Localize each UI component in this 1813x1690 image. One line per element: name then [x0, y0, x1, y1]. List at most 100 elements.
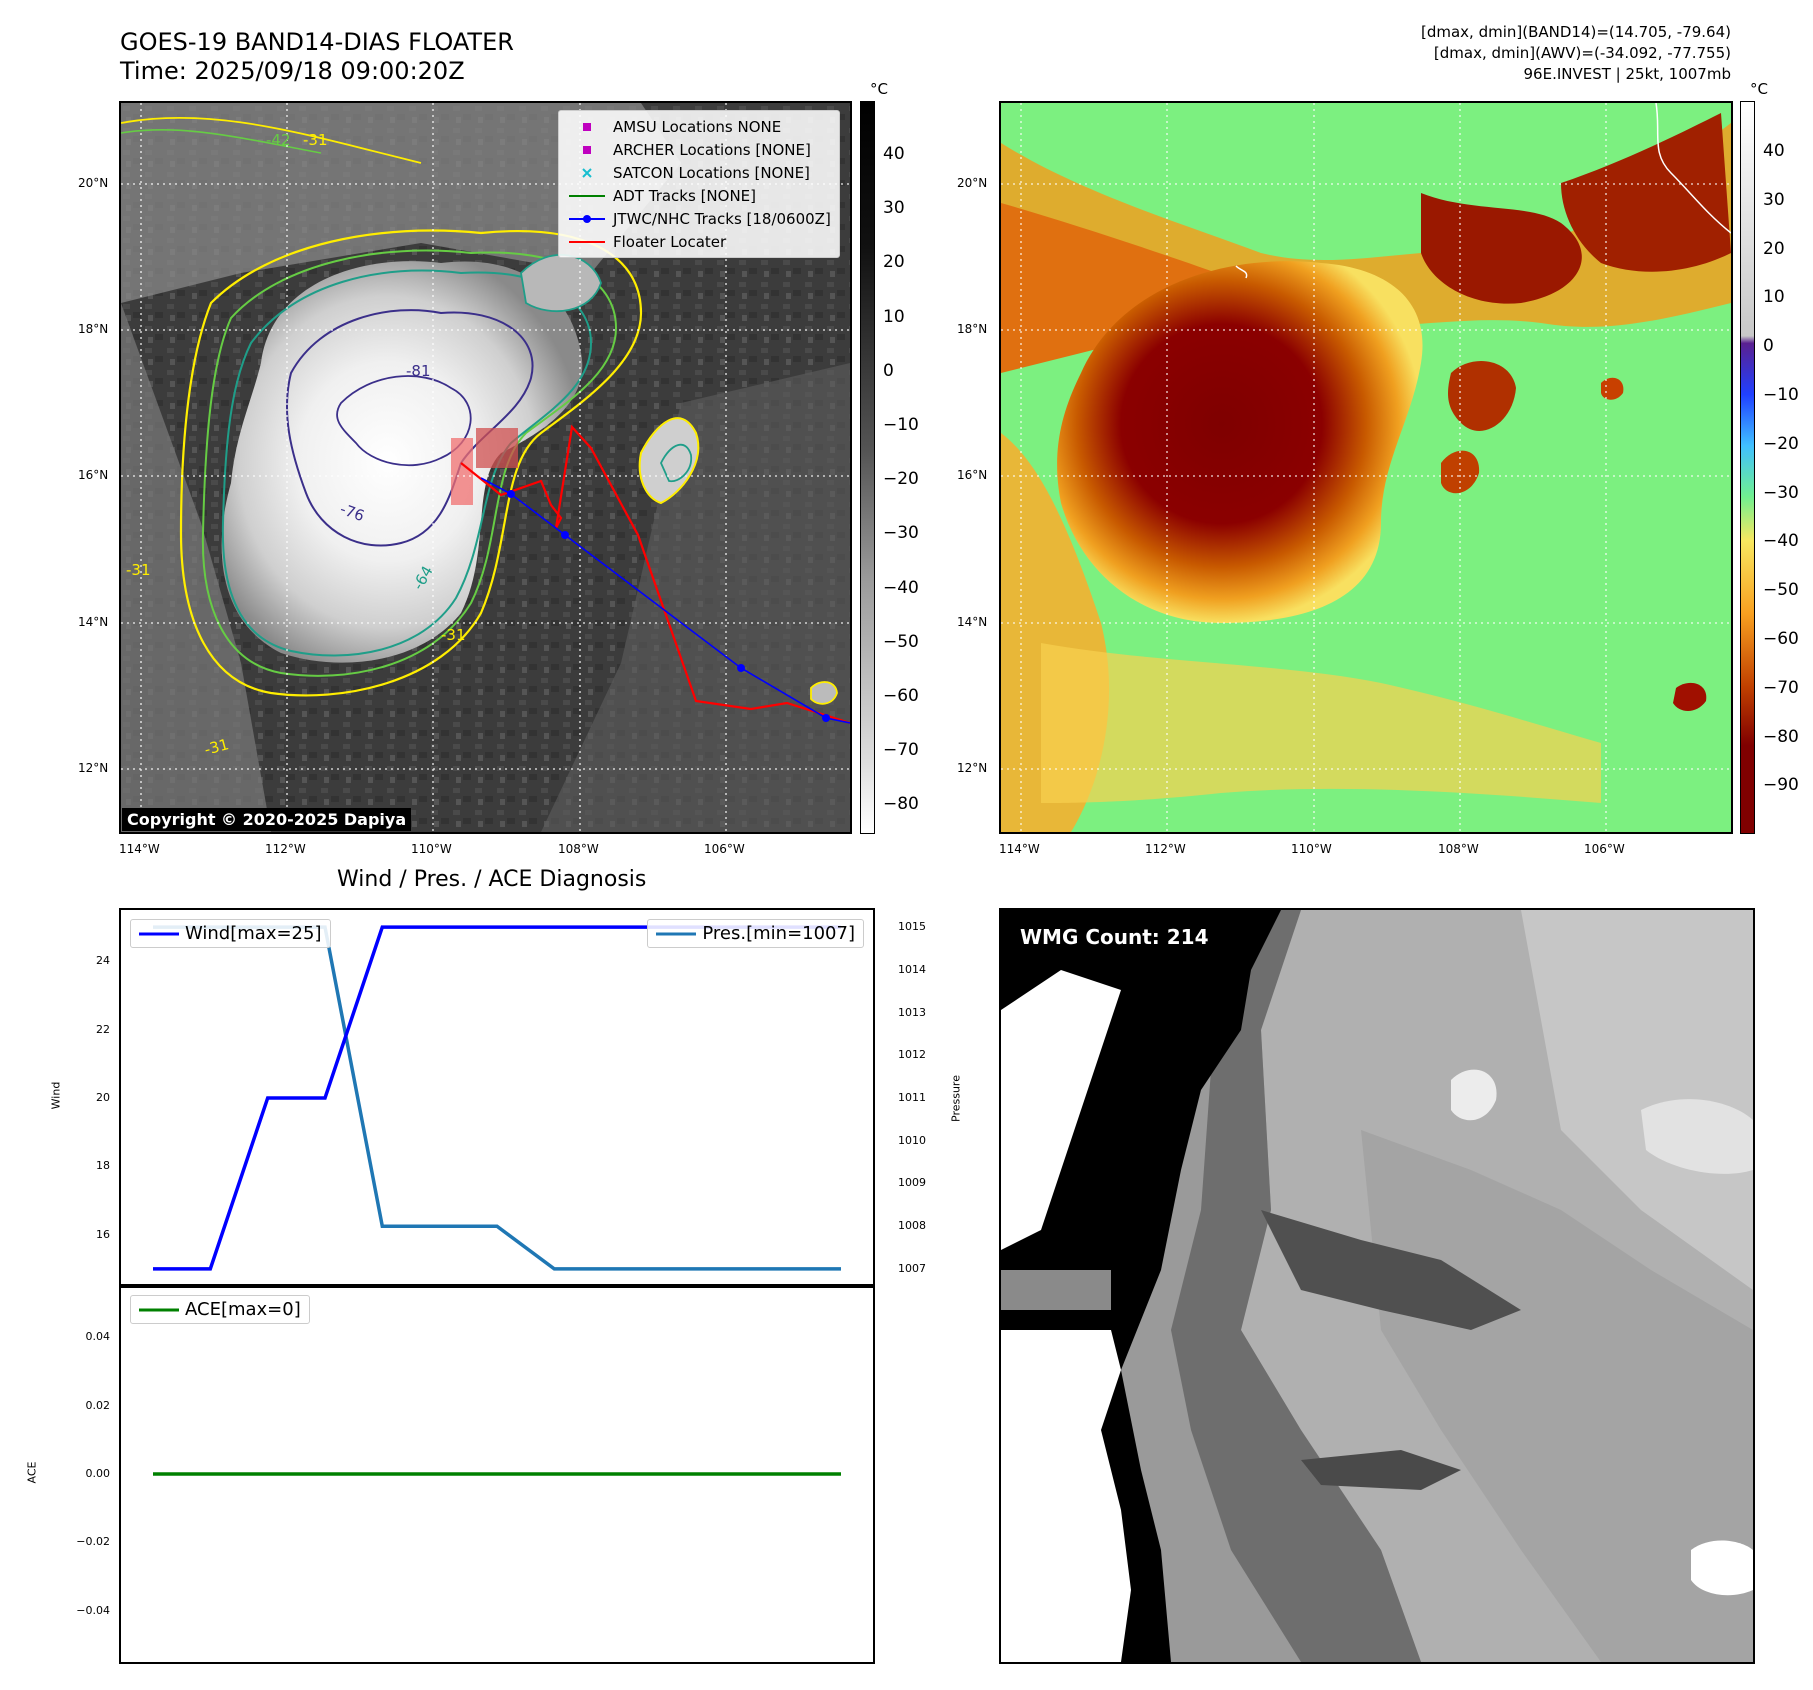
wind-axis-label: Wind	[49, 1081, 63, 1110]
wv-colorbar-unit: °C	[1750, 80, 1768, 98]
lat-label: 18°N	[78, 322, 109, 336]
legend-item-archer: ARCHER Locations [NONE]	[567, 138, 831, 161]
info-awv-range: [dmax, dmin](AWV)=(-34.092, -77.755)	[1433, 44, 1731, 62]
track-point	[737, 664, 745, 672]
copyright-label: Copyright © 2020-2025 Dapiya	[122, 808, 412, 831]
lon-label: 108°W	[558, 842, 599, 856]
colorbar-tick-label: −30	[883, 523, 919, 544]
axis-tick-label: 1011	[898, 1091, 926, 1104]
square-marker-icon	[567, 122, 607, 132]
wmg-panel[interactable]: WMG Count: 214	[999, 908, 1755, 1664]
colorbar-tick-label: −50	[1763, 580, 1799, 601]
ir-legend: AMSU Locations NONE ARCHER Locations [NO…	[558, 110, 840, 258]
ace-legend: ACE[max=0]	[130, 1295, 310, 1324]
colorbar-tick-label: 30	[1763, 189, 1785, 210]
wv-map-panel[interactable]	[999, 101, 1733, 834]
contour-label: -31	[126, 561, 151, 579]
axis-tick-label: 1014	[898, 962, 926, 976]
lat-label: 14°N	[957, 615, 988, 629]
line-marker-icon	[567, 193, 607, 199]
colorbar-tick-label: −40	[883, 577, 919, 598]
lat-label: 12°N	[78, 761, 109, 775]
jtwc-nhc-track-line	[480, 477, 850, 724]
wind-pres-svg	[153, 925, 841, 1271]
colorbar-tick-label: −60	[1763, 629, 1799, 649]
colorbar-tick-label: −60	[883, 686, 919, 706]
axis-tick-label: 1009	[898, 1176, 926, 1190]
wmg-image	[1001, 910, 1753, 1662]
lon-label: 108°W	[1438, 842, 1479, 856]
legend-item-adt: ADT Tracks [NONE]	[567, 184, 831, 207]
legend-item-floater: Floater Locater	[567, 230, 831, 253]
axis-tick-label: 16	[96, 1227, 110, 1241]
lat-label: 12°N	[957, 761, 988, 775]
legend-item-jtwc: JTWC/NHC Tracks [18/0600Z]	[567, 207, 831, 230]
colorbar-tick-label: 0	[1763, 336, 1774, 357]
pressure-axis-label: Pressure	[949, 1075, 963, 1122]
axis-tick-label: 1015	[898, 920, 926, 934]
legend-item-satcon: SATCON Locations [NONE]	[567, 161, 831, 184]
lon-label: 106°W	[704, 842, 745, 856]
info-storm: 96E.INVEST | 25kt, 1007mb	[1523, 65, 1732, 83]
line-marker-icon	[567, 239, 607, 245]
axis-tick-label: 24	[96, 954, 110, 968]
contour-label: -31	[441, 626, 466, 644]
ace-plot[interactable]: ACE[max=0]	[119, 1284, 875, 1664]
colorbar-tick-label: −40	[1763, 531, 1799, 552]
colorbar-tick-label: 40	[1763, 141, 1785, 161]
colorbar-tick-label: 20	[1763, 238, 1785, 259]
axis-tick-label: 1007	[898, 1261, 926, 1275]
colorbar-tick-label: −30	[1763, 482, 1799, 503]
legend-item-amsu: AMSU Locations NONE	[567, 115, 831, 138]
line-marker-icon	[656, 931, 697, 937]
ace-svg	[153, 1472, 841, 1476]
colorbar-tick-label: −70	[883, 740, 919, 761]
lat-label: 20°N	[957, 176, 988, 190]
axis-tick-label: 20	[96, 1091, 110, 1104]
colorbar-tick-label: −10	[883, 415, 919, 435]
colorbar-tick-label: 10	[1763, 287, 1785, 308]
colorbar-tick-label: 40	[883, 144, 905, 164]
axis-tick-label: 1008	[898, 1219, 926, 1233]
ir-colorbar-unit: °C	[870, 80, 888, 98]
wmg-count-label: WMG Count: 214	[1013, 922, 1216, 952]
colorbar-tick-label: 20	[883, 252, 905, 273]
lon-label: 110°W	[1291, 842, 1332, 856]
lon-label: 106°W	[1584, 842, 1625, 856]
pres-legend: Pres.[min=1007]	[647, 919, 864, 948]
info-band14-range: [dmax, dmin](BAND14)=(14.705, -79.64)	[1420, 23, 1731, 41]
pressure-series-line	[153, 925, 841, 1271]
contour-label: -31	[303, 131, 328, 149]
ir-colorbar	[860, 101, 875, 834]
lat-label: 16°N	[957, 468, 988, 482]
axis-tick-label: 1013	[898, 1005, 926, 1019]
wind-series-line	[153, 925, 841, 1271]
colorbar-tick-label: 30	[883, 198, 905, 219]
axis-tick-label: −0.02	[76, 1535, 110, 1549]
wv-colorbar	[1740, 101, 1755, 834]
lat-label: 18°N	[957, 322, 988, 336]
floater-locater-line	[460, 424, 850, 725]
figure-time: Time: 2025/09/18 09:00:20Z	[120, 57, 465, 85]
wind-pres-plot[interactable]: Wind[max=25] Pres.[min=1007]	[119, 908, 875, 1288]
lat-label: 20°N	[78, 176, 109, 190]
lon-label: 112°W	[265, 842, 306, 856]
lon-label: 110°W	[411, 842, 452, 856]
colorbar-tick-label: −80	[1763, 726, 1799, 747]
wv-map-image	[1001, 103, 1731, 832]
colorbar-tick-label: 0	[883, 360, 894, 381]
contour-label: -42	[266, 131, 291, 149]
line-marker-icon	[139, 1307, 179, 1313]
colorbar-tick-label: −80	[883, 794, 919, 815]
track-point	[507, 490, 515, 498]
ir-map-panel[interactable]: -81 -76 -31 -42 -31 -64 -31 -31 AMSU Loc…	[119, 101, 852, 834]
lon-label: 114°W	[119, 842, 160, 856]
axis-tick-label: 18	[96, 1159, 110, 1173]
colorbar-tick-label: −90	[1763, 775, 1799, 796]
axis-tick-label: 0.04	[85, 1330, 111, 1344]
lon-label: 112°W	[1145, 842, 1186, 856]
contour-label: -31	[202, 735, 230, 759]
colorbar-tick-label: −20	[1763, 433, 1799, 454]
line-dot-marker-icon	[567, 214, 607, 224]
lon-label: 114°W	[999, 842, 1040, 856]
